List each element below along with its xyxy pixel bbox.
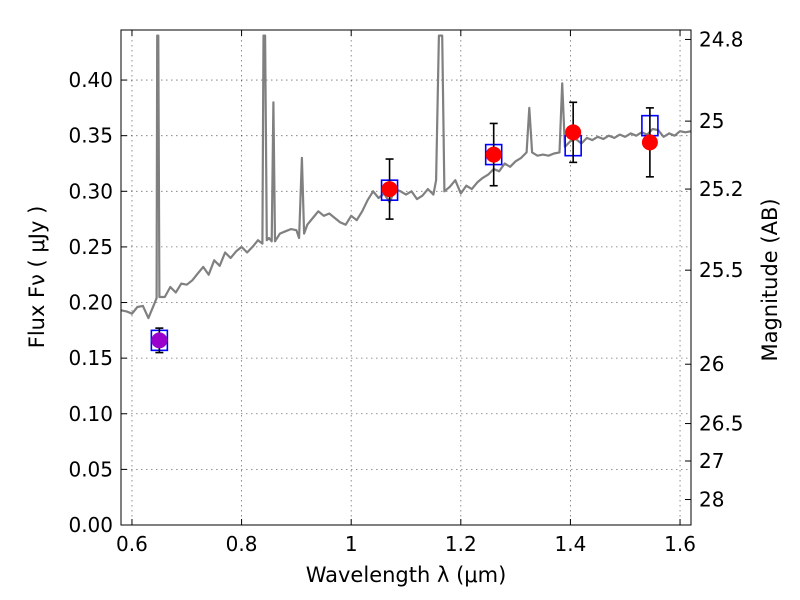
observed-flux-point	[381, 181, 398, 198]
observed-flux-point	[641, 134, 658, 151]
mag-tick-label: 25	[699, 109, 724, 133]
y-tick-label: 0.40	[68, 68, 113, 92]
mag-tick-label: 24.8	[699, 27, 744, 51]
mag-tick-label: 26	[699, 352, 724, 376]
mag-tick-label: 25.2	[699, 177, 744, 201]
x-tick-label: 1.6	[664, 532, 696, 556]
mag-tick-label: 27	[699, 449, 724, 473]
x-tick-label: 1.4	[555, 532, 587, 556]
y-axis-label: Flux Fν ( μJy )	[25, 206, 49, 349]
mag-tick-label: 25.5	[699, 258, 744, 282]
mag-tick-label: 26.5	[699, 412, 744, 436]
y-tick-label: 0.00	[68, 513, 113, 537]
model-spectrum-line	[121, 34, 691, 320]
y-tick-label: 0.05	[68, 457, 113, 481]
y-tick-label: 0.35	[68, 124, 113, 148]
observed-flux-point	[485, 146, 502, 163]
spectrum-layer	[121, 34, 691, 320]
plot-frame	[120, 29, 692, 526]
x-tick-label: 0.8	[226, 532, 258, 556]
axis-ticks: 0.6 0.8 1 1.2 1.4 1.6 0.00 0.05 0.10 0.15 0.20 0.25…	[68, 27, 743, 556]
observed-flux-point	[565, 124, 582, 141]
x-tick-label: 1.2	[445, 532, 477, 556]
x-tick-label: 0.6	[116, 532, 148, 556]
data-markers	[150, 101, 659, 354]
y-tick-label: 0.25	[68, 235, 113, 259]
y-tick-label: 0.30	[68, 179, 113, 203]
y-tick-label: 0.15	[68, 346, 113, 370]
mag-tick-label: 28	[699, 488, 724, 512]
y-tick-label: 0.20	[68, 291, 113, 315]
observed-flux-point	[151, 332, 168, 349]
y-tick-label: 0.10	[68, 402, 113, 426]
grid	[121, 30, 691, 526]
x-tick-label: 1	[345, 532, 358, 556]
x-axis-label: Wavelength λ (μm)	[306, 563, 507, 587]
right-axis-label: Magnitude (AB)	[758, 198, 782, 361]
